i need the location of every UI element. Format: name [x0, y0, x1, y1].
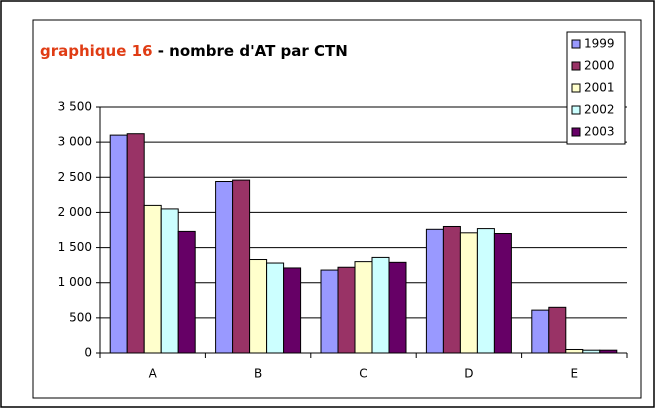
legend-swatch [571, 61, 581, 71]
y-tick-label: 500 [69, 310, 92, 324]
bar [548, 306, 567, 354]
legend-swatch [571, 83, 581, 93]
x-tick-label: E [571, 367, 579, 381]
y-tick-label: 3 000 [58, 135, 92, 149]
bar [177, 230, 196, 354]
x-tick-label: D [464, 367, 473, 381]
bar [126, 133, 145, 354]
bar [283, 267, 302, 354]
y-tick-label: 0 [84, 346, 92, 360]
bar [565, 348, 584, 354]
bar [476, 228, 495, 354]
bar [337, 266, 356, 354]
bar [249, 259, 268, 354]
bar [160, 208, 179, 354]
bar [493, 233, 512, 354]
bar [232, 179, 251, 354]
legend-label: 2003 [584, 125, 615, 139]
legend-label: 1999 [584, 37, 615, 51]
bar [354, 261, 373, 354]
y-tick-label: 2 000 [58, 205, 92, 219]
legend-swatch [571, 105, 581, 115]
y-tick-label: 2 500 [58, 170, 92, 184]
bar [215, 181, 234, 354]
bar [531, 309, 550, 354]
y-tick-label: 3 500 [58, 100, 92, 114]
y-tick-label: 1 000 [58, 275, 92, 289]
y-tick-label: 1 500 [58, 240, 92, 254]
legend-label: 2002 [584, 103, 615, 117]
legend-label: 2000 [584, 59, 615, 73]
legend-swatch [571, 127, 581, 137]
bar [425, 228, 444, 354]
bar [143, 204, 162, 354]
bar [388, 261, 407, 354]
bar [371, 256, 390, 354]
bar [459, 232, 478, 354]
x-tick-label: A [149, 367, 158, 381]
bar [320, 269, 339, 354]
title-part: graphique 16 [40, 42, 153, 60]
legend-label: 2001 [584, 81, 615, 95]
x-tick-label: B [254, 367, 262, 381]
bar [442, 225, 461, 354]
bar [266, 262, 285, 354]
title-part: - nombre d'AT par CTN [158, 42, 348, 60]
x-tick-label: C [359, 367, 367, 381]
legend-swatch [571, 39, 581, 49]
chart-title: graphique 16 - nombre d'AT par CTN [40, 42, 348, 60]
bar [109, 134, 128, 354]
